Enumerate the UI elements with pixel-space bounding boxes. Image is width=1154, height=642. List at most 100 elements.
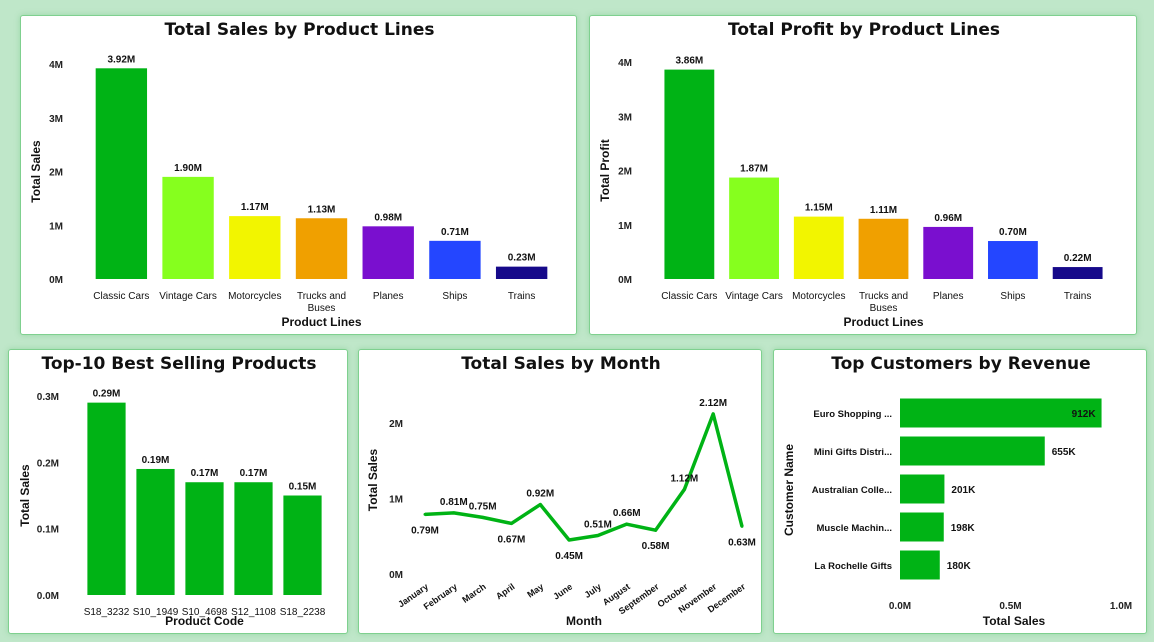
bar: [1052, 267, 1103, 279]
chart-title: Total Profit by Product Lines: [728, 20, 1000, 40]
data-label: 201K: [951, 485, 976, 496]
data-label: 180K: [947, 561, 972, 572]
data-label: 912K: [1072, 409, 1097, 420]
bar: [234, 482, 273, 595]
y-tick-label: 3M: [618, 112, 632, 123]
bar: [295, 218, 348, 279]
bar: [283, 495, 322, 595]
y-axis-title: Total Sales: [29, 140, 43, 203]
category-label: Motorcycles: [792, 291, 845, 302]
category-label: Classic Cars: [661, 291, 717, 302]
y-tick-label: 0.0M: [37, 591, 59, 602]
bar: [900, 436, 1045, 466]
data-label: 0.45M: [555, 551, 583, 562]
data-label: 1.15M: [805, 203, 833, 214]
y-tick-label: 0.2M: [37, 458, 59, 469]
y-tick-label: 2M: [618, 167, 632, 178]
data-label: 0.29M: [93, 389, 121, 400]
data-point: [682, 487, 686, 491]
y-tick-label: 2M: [49, 168, 63, 179]
category-label: Vintage Cars: [159, 291, 217, 302]
bar: [429, 240, 481, 279]
y-tick-label: 0M: [618, 275, 632, 286]
data-label: 0.22M: [1064, 253, 1092, 264]
data-label: 0.63M: [728, 537, 756, 548]
data-label: 0.81M: [440, 497, 468, 508]
category-label: Planes: [373, 291, 404, 302]
category-label: Motorcycles: [228, 291, 281, 302]
data-label: 1.13M: [308, 204, 336, 215]
y-axis-title: Total Sales: [18, 464, 32, 527]
bar: [87, 402, 126, 595]
data-label: 1.87M: [740, 164, 768, 175]
data-label: 0.79M: [411, 525, 439, 536]
bar: [923, 226, 974, 279]
bar: [793, 216, 844, 279]
bar: [229, 216, 281, 279]
bar: [162, 176, 214, 279]
data-point: [596, 533, 600, 537]
top-products-chart: Top-10 Best Selling Products 0.0M 0.1M 0.2M…: [18, 354, 326, 628]
x-axis-title: Total Sales: [983, 614, 1046, 628]
y-axis-title: Total Profit: [598, 139, 612, 201]
y-tick-label: 1M: [618, 221, 632, 232]
top-products-panel: Top-10 Best Selling Products 0.0M 0.1M 0.2M…: [8, 349, 348, 634]
y-tick-label: 1M: [49, 221, 63, 232]
data-point: [567, 538, 571, 542]
data-label: 0.17M: [191, 468, 219, 479]
chart-title: Top-10 Best Selling Products: [41, 354, 316, 374]
data-label: 0.58M: [642, 541, 670, 552]
bar: [185, 482, 224, 595]
bar: [729, 177, 779, 279]
y-tick-label: 2M: [389, 419, 403, 430]
bar: [136, 468, 175, 595]
sales-line: [424, 412, 744, 542]
category-label: Trucks and Buses: [859, 291, 908, 314]
category-label: Ships: [442, 291, 467, 302]
bar: [900, 398, 1102, 428]
chart-title: Top Customers by Revenue: [831, 354, 1090, 374]
month-label: May: [525, 581, 545, 599]
month-label: June: [551, 581, 574, 601]
data-label: 655K: [1052, 447, 1077, 458]
category-label: Vintage Cars: [725, 291, 783, 302]
data-label: 0.96M: [934, 213, 962, 224]
bar: [900, 550, 940, 580]
customer-label: Mini Gifts Distri...: [814, 447, 892, 458]
customer-label: Muscle Machin...: [817, 523, 893, 534]
month-label: July: [583, 581, 603, 600]
sales-by-product-line-chart: Total Sales by Product Lines 0M 1M 2M 3M 4M 3.…: [29, 20, 548, 329]
data-point: [452, 511, 456, 515]
category-label: Classic Cars: [93, 291, 149, 302]
data-point: [654, 528, 658, 532]
data-label: 1.17M: [241, 202, 269, 213]
category-label: Trains: [1064, 291, 1091, 302]
y-axis-title: Total Sales: [366, 448, 380, 511]
x-axis-title: Product Lines: [843, 315, 923, 329]
data-label: 2.12M: [699, 398, 727, 409]
customer-label: Australian Colle...: [812, 485, 892, 496]
data-label: 0.17M: [240, 468, 268, 479]
data-label: 0.98M: [374, 212, 402, 223]
y-tick-label: 4M: [49, 60, 63, 71]
bar: [988, 241, 1038, 279]
data-label: 0.70M: [999, 227, 1027, 238]
category-label: S18_2238: [280, 607, 326, 618]
y-tick-label: 0.3M: [37, 392, 59, 403]
data-point: [423, 512, 427, 516]
data-label: 0.67M: [498, 534, 526, 545]
data-point: [711, 412, 715, 416]
month-label: March: [460, 581, 487, 604]
data-label: 1.12M: [670, 473, 698, 484]
x-tick-label: 0.0M: [889, 601, 911, 612]
data-label: 0.23M: [508, 253, 536, 264]
category-label: S10_1949: [133, 607, 179, 618]
category-label: Trucks and Buses: [297, 291, 346, 314]
y-tick-label: 1M: [389, 495, 403, 506]
data-point: [740, 524, 744, 528]
bar: [362, 226, 414, 279]
data-label: 0.51M: [584, 519, 612, 530]
data-point: [481, 515, 485, 519]
data-label: 0.15M: [289, 482, 317, 493]
y-tick-label: 0M: [49, 275, 63, 286]
